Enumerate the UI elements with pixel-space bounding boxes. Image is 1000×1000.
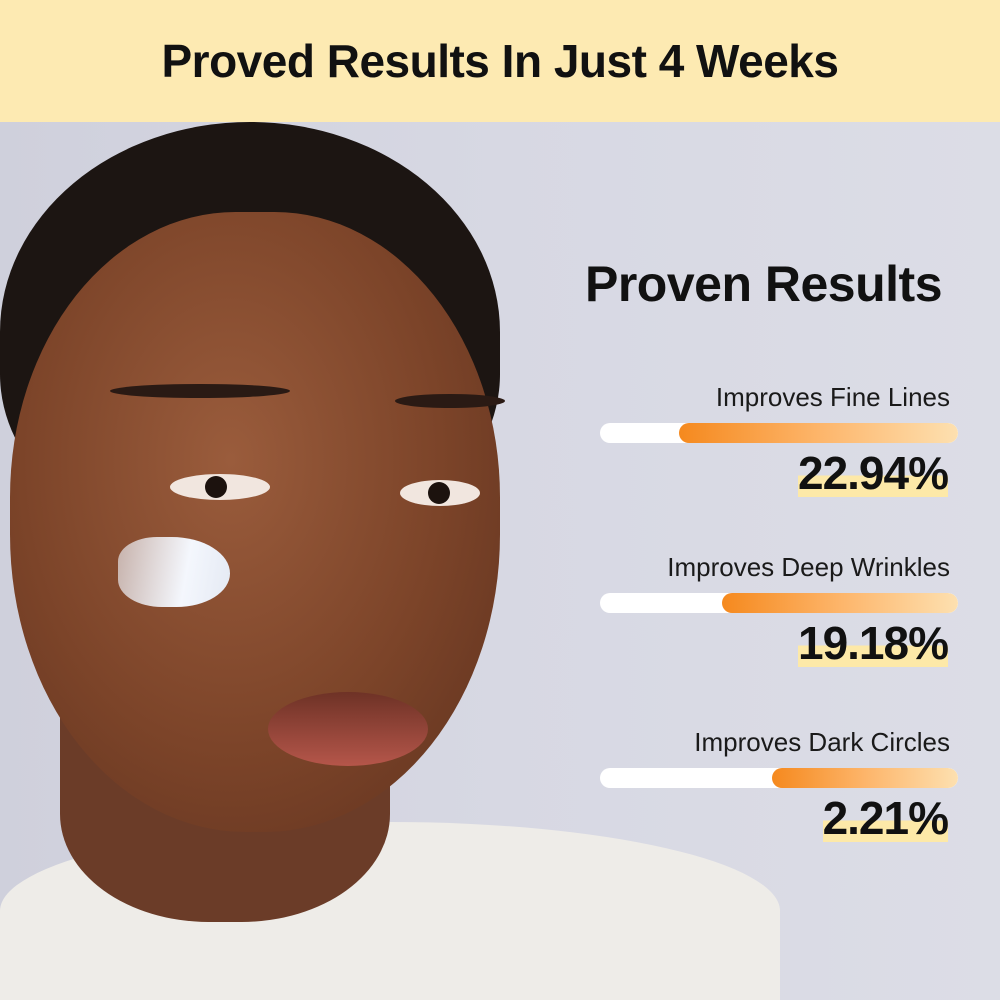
metric-label: Improves Deep Wrinkles: [667, 552, 950, 582]
left-eye: [170, 474, 270, 500]
title-banner: Proved Results In Just 4 Weeks: [0, 0, 1000, 122]
metric-item: Improves Dark Circles 2.21%: [600, 727, 958, 842]
progress-bar: [600, 593, 958, 613]
metric-label: Improves Dark Circles: [694, 727, 950, 757]
metric-item: Improves Fine Lines 22.94%: [600, 382, 958, 497]
cream-swatch: [118, 537, 230, 607]
progress-fill: [678, 423, 958, 443]
model-photo: [0, 122, 1000, 1000]
panel-title: Proven Results: [584, 256, 943, 312]
metric-value: 2.21%: [822, 792, 949, 844]
left-brow: [110, 384, 290, 398]
progress-fill: [771, 768, 958, 788]
metric-item: Improves Deep Wrinkles 19.18%: [600, 552, 958, 667]
metric-label: Improves Fine Lines: [715, 382, 950, 412]
metric-value: 19.18%: [797, 617, 949, 669]
right-eye: [400, 480, 480, 506]
lips: [268, 692, 428, 766]
metric-value: 22.94%: [797, 447, 949, 499]
right-brow: [395, 394, 505, 408]
banner-title: Proved Results In Just 4 Weeks: [161, 35, 839, 87]
results-panel: Proven Results: [560, 255, 960, 313]
face: [10, 212, 500, 832]
progress-bar: [600, 768, 958, 788]
progress-bar: [600, 423, 958, 443]
progress-fill: [721, 593, 958, 613]
